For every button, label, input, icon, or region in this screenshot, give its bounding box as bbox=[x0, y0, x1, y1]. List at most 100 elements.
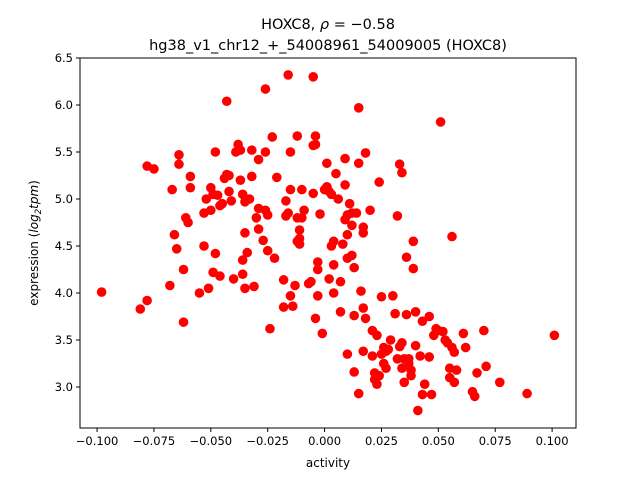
data-point bbox=[481, 361, 491, 372]
data-point bbox=[410, 340, 421, 351]
data-point bbox=[178, 264, 189, 275]
data-point bbox=[397, 167, 407, 178]
data-point bbox=[472, 368, 482, 378]
x-tick-label: −0.050 bbox=[190, 434, 233, 448]
y-tick-label: 6.0 bbox=[55, 98, 73, 112]
data-point bbox=[349, 310, 359, 321]
data-point bbox=[206, 205, 216, 216]
data-point bbox=[201, 194, 212, 204]
data-point bbox=[269, 253, 280, 264]
data-point bbox=[246, 145, 257, 155]
x-tick-label: 0.000 bbox=[308, 434, 341, 448]
data-point bbox=[347, 220, 357, 231]
data-point bbox=[290, 280, 300, 291]
data-point bbox=[328, 260, 339, 270]
data-point bbox=[260, 147, 271, 157]
data-point bbox=[340, 180, 350, 190]
data-point bbox=[178, 317, 189, 327]
data-point bbox=[365, 205, 375, 216]
data-point bbox=[258, 235, 268, 246]
data-point bbox=[426, 389, 437, 400]
data-point bbox=[262, 245, 273, 256]
data-point bbox=[406, 370, 416, 381]
data-point bbox=[383, 344, 394, 355]
data-point bbox=[351, 208, 362, 218]
data-point bbox=[408, 236, 419, 247]
data-point bbox=[267, 132, 278, 142]
data-point bbox=[360, 313, 371, 324]
data-point bbox=[221, 96, 232, 107]
data-point bbox=[326, 189, 337, 200]
data-point bbox=[285, 147, 296, 157]
y-tick-label: 5.5 bbox=[55, 145, 73, 159]
data-point bbox=[224, 186, 234, 197]
data-point bbox=[253, 224, 264, 234]
data-point bbox=[397, 338, 407, 348]
data-point bbox=[337, 239, 348, 249]
data-point bbox=[212, 190, 223, 201]
data-point bbox=[312, 264, 323, 275]
data-point bbox=[185, 171, 196, 182]
chart-title-line1: HOXC8, ρ = −0.58 bbox=[261, 17, 395, 33]
data-point bbox=[165, 280, 175, 291]
data-point bbox=[265, 323, 275, 334]
data-point bbox=[419, 379, 430, 389]
data-point bbox=[210, 147, 221, 157]
data-point bbox=[328, 288, 339, 298]
data-point bbox=[417, 316, 428, 327]
x-axis-label: activity bbox=[306, 456, 350, 470]
data-point bbox=[308, 188, 319, 199]
data-point bbox=[449, 377, 460, 388]
data-point bbox=[447, 231, 457, 242]
data-point bbox=[297, 213, 307, 223]
data-point bbox=[353, 103, 364, 113]
y-tick-label: 5.0 bbox=[55, 192, 73, 206]
data-point bbox=[449, 347, 460, 358]
data-point bbox=[297, 184, 307, 195]
data-point bbox=[228, 274, 239, 284]
data-point bbox=[281, 196, 291, 206]
data-point bbox=[385, 335, 396, 345]
data-point bbox=[210, 248, 221, 259]
data-point bbox=[235, 175, 246, 186]
data-point bbox=[347, 250, 357, 261]
data-point bbox=[167, 184, 177, 195]
data-point bbox=[310, 313, 321, 324]
data-point bbox=[278, 275, 289, 285]
y-tick-label: 4.5 bbox=[55, 239, 73, 253]
chart-title-line2: hg38_v1_chr12_+_54008961_54009005 (HOXC8… bbox=[149, 38, 507, 54]
data-point bbox=[403, 354, 414, 364]
x-tick-label: 0.100 bbox=[536, 434, 569, 448]
data-point bbox=[344, 198, 355, 209]
data-point bbox=[203, 283, 214, 294]
data-point bbox=[494, 377, 505, 388]
data-point bbox=[215, 271, 225, 281]
data-point bbox=[401, 252, 412, 263]
plot-area-frame bbox=[79, 57, 577, 429]
data-point bbox=[397, 363, 407, 374]
data-point bbox=[451, 365, 462, 375]
data-point bbox=[240, 283, 250, 294]
data-point bbox=[262, 210, 273, 220]
x-tick-label: −0.025 bbox=[246, 434, 289, 448]
data-point bbox=[287, 301, 298, 311]
data-point bbox=[438, 326, 448, 337]
x-tick-label: 0.075 bbox=[479, 434, 512, 448]
data-point bbox=[183, 217, 193, 228]
data-point bbox=[253, 154, 264, 165]
data-point bbox=[324, 274, 334, 284]
data-point bbox=[294, 225, 305, 235]
data-point bbox=[372, 330, 382, 341]
data-point bbox=[237, 255, 248, 265]
data-point bbox=[460, 342, 471, 353]
y-axis-label: expression (log2tpm) bbox=[27, 180, 44, 306]
data-point bbox=[240, 228, 250, 238]
y-tick-label: 4.0 bbox=[55, 286, 73, 300]
data-point bbox=[374, 370, 384, 381]
data-point bbox=[242, 247, 253, 258]
data-point bbox=[469, 391, 480, 402]
data-point bbox=[390, 308, 400, 319]
data-point bbox=[226, 196, 237, 206]
data-point bbox=[306, 276, 316, 287]
